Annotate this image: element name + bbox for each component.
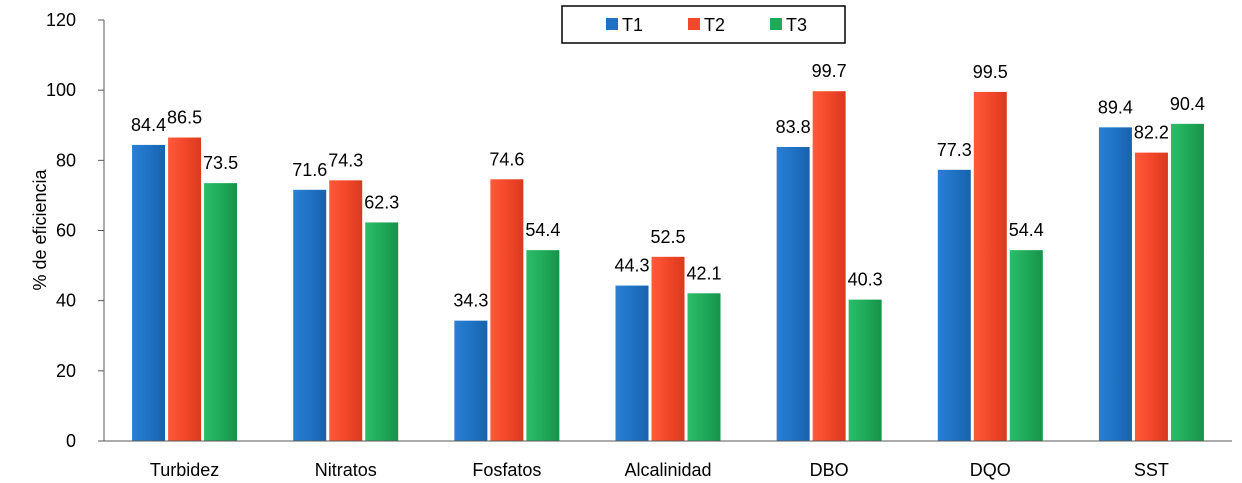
data-label: 90.4: [1170, 94, 1205, 114]
bar-t3-fosfatos: [526, 250, 560, 441]
category-label: DBO: [810, 460, 849, 480]
y-tick-label: 120: [46, 10, 76, 30]
bar-t1-nitratos: [293, 189, 327, 441]
bar-t2-sst: [1134, 152, 1168, 442]
data-label: 34.3: [453, 291, 488, 311]
data-label: 99.7: [812, 61, 847, 81]
category-label: Turbidez: [150, 460, 219, 480]
bar-t1-dqo: [937, 169, 971, 441]
data-label: 62.3: [364, 192, 399, 212]
legend: T1 T2 T3: [561, 5, 846, 44]
y-axis-title: % de eficiencia: [30, 168, 50, 290]
data-label: 77.3: [937, 140, 972, 160]
data-label: 54.4: [525, 220, 560, 240]
x-axis: Turbidez Nitratos Fosfatos Alcalinidad DBO DQ…: [150, 460, 1169, 480]
bar-t2-nitratos: [329, 180, 363, 442]
data-label: 74.3: [328, 150, 363, 170]
bar-t1-alcalinidad: [615, 285, 649, 441]
data-label: 99.5: [973, 62, 1008, 82]
data-label: 82.2: [1134, 123, 1169, 143]
bar-t2-dbo: [812, 91, 846, 441]
bar-t3-sst: [1170, 123, 1204, 441]
legend-swatch-t3: [770, 18, 782, 30]
bar-t3-dbo: [848, 299, 882, 441]
data-label: 44.3: [614, 256, 649, 276]
bar-t3-turbidez: [204, 183, 238, 441]
legend-label-t2: T2: [704, 15, 725, 35]
bar-t1-dbo: [776, 147, 810, 442]
data-label: 74.6: [489, 149, 524, 169]
data-label: 54.4: [1009, 220, 1044, 240]
bar-t2-dqo: [973, 91, 1007, 441]
bar-t3-alcalinidad: [687, 293, 721, 441]
data-labels: 84.4 86.5 73.5 71.6 74.3 62.3 34.3 74.6 54.4 44.3…: [131, 61, 1205, 310]
bar-t2-fosfatos: [490, 179, 524, 442]
y-tick-label: 40: [56, 291, 76, 311]
bar-t2-turbidez: [168, 137, 202, 441]
data-label: 40.3: [848, 270, 883, 290]
legend-swatch-t2: [688, 18, 700, 30]
bar-t2-alcalinidad: [651, 256, 685, 441]
y-tick-label: 20: [56, 361, 76, 381]
y-tick-label: 0: [66, 431, 76, 451]
bar-t3-dqo: [1009, 250, 1043, 441]
y-tick-label: 100: [46, 80, 76, 100]
bar-t1-sst: [1098, 127, 1132, 441]
category-label: Nitratos: [315, 460, 377, 480]
category-label: Fosfatos: [472, 460, 541, 480]
data-label: 52.5: [650, 227, 685, 247]
category-label: DQO: [970, 460, 1011, 480]
data-label: 89.4: [1098, 97, 1133, 117]
data-label: 86.5: [167, 108, 202, 128]
bar-t3-nitratos: [365, 222, 399, 441]
data-label: 84.4: [131, 115, 166, 135]
legend-swatch-t1: [606, 18, 618, 30]
category-label: Alcalinidad: [624, 460, 711, 480]
legend-label-t1: T1: [622, 15, 643, 35]
y-tick-label: 60: [56, 221, 76, 241]
bar-t1-turbidez: [132, 144, 166, 441]
y-axis: 0 20 40 60 80 100 120: [46, 10, 104, 451]
plot-area: [132, 91, 1204, 442]
y-tick-label: 80: [56, 150, 76, 170]
data-label: 71.6: [292, 160, 327, 180]
category-label: SST: [1134, 460, 1169, 480]
data-label: 42.1: [686, 263, 721, 283]
data-label: 83.8: [776, 117, 811, 137]
data-label: 73.5: [203, 153, 238, 173]
legend-label-t3: T3: [786, 15, 807, 35]
bar-t1-fosfatos: [454, 320, 488, 441]
